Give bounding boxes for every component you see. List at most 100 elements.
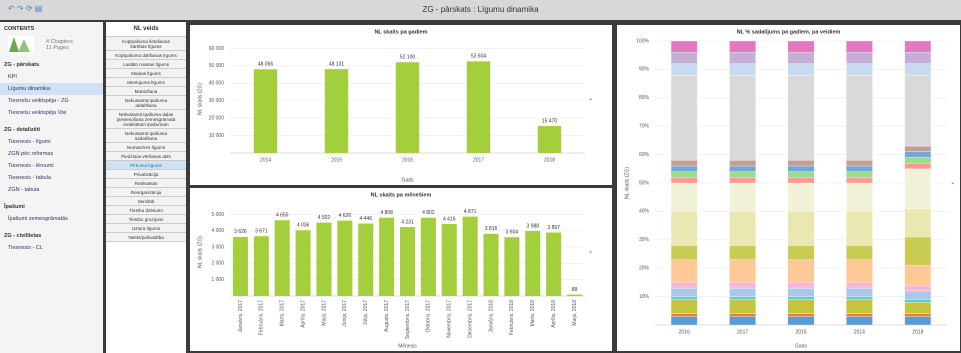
x-tick-label: Novembris, 2017 xyxy=(447,300,453,338)
bar-segment xyxy=(904,285,932,292)
filter-item[interactable]: Nomas/īres līgums xyxy=(106,143,186,152)
bar-segment xyxy=(670,316,698,326)
bar-segment xyxy=(670,245,698,260)
chart-years: NL skaits pa gadiem NL skaits (ZG) Gads ▸ 10… xyxy=(190,25,612,185)
filter-item[interactable]: Maiņas līgums xyxy=(106,69,186,78)
bar-segment xyxy=(670,74,698,161)
filter-list: NL veids Kopīpašuma lietošanas kārtības … xyxy=(106,22,186,353)
y-tick-label: 50 000 xyxy=(209,63,225,69)
bar-segment xyxy=(787,296,815,300)
nav-item[interactable]: ZGN pēc reformas xyxy=(8,151,54,157)
filter-item[interactable]: Servitūti xyxy=(106,197,186,206)
nav-item[interactable]: ZGN - tabula xyxy=(8,187,40,193)
bar-segment xyxy=(904,162,932,169)
bar xyxy=(316,222,332,296)
nav-item[interactable]: Līgumu dinamika xyxy=(0,83,103,95)
filter-item[interactable]: Piedziņas vēršanas akts xyxy=(106,152,186,161)
filter-item[interactable]: Reālnastas xyxy=(106,179,186,188)
value-label: 4 808 xyxy=(380,210,393,216)
bar-segment xyxy=(846,74,873,161)
x-tick-label: Jūnijs, 2017 xyxy=(342,300,348,327)
bar xyxy=(462,216,478,296)
bar-segment xyxy=(846,316,873,326)
value-label: 3 988 xyxy=(527,223,540,229)
bar-segment xyxy=(670,165,698,172)
bar-segment xyxy=(729,282,756,289)
bar-segment xyxy=(846,40,873,53)
bar xyxy=(466,61,491,153)
bar-segment xyxy=(846,52,873,64)
bar-segment xyxy=(846,287,873,297)
bar-segment xyxy=(846,282,873,289)
bar-segment xyxy=(904,313,932,317)
y-tick-label: 10 000 xyxy=(209,133,225,139)
chart-months: NL skaits pa mēnešiem NL skaits (ZG) Mēnes… xyxy=(190,188,612,351)
bar xyxy=(379,217,395,296)
bar-segment xyxy=(670,40,698,53)
filter-item[interactable]: Laulāto mantas līgums xyxy=(106,60,186,69)
y-tick-label: 5 000 xyxy=(211,212,224,218)
x-axis-title: Mēnesis xyxy=(398,343,417,349)
filter-item[interactable]: Privatizācija xyxy=(106,170,186,179)
filter-item[interactable]: Mantošana xyxy=(106,87,186,96)
filter-item[interactable]: Mantojuma līgums xyxy=(106,78,186,87)
bar-segment xyxy=(729,296,756,300)
value-label: 52 100 xyxy=(400,55,416,61)
bar xyxy=(546,232,562,296)
y-tick-label: 70% xyxy=(639,124,650,130)
value-label: 4 626 xyxy=(339,213,352,219)
filter-item[interactable]: Nekustamā īpašuma sadalīšana xyxy=(106,129,186,143)
bar-segment xyxy=(904,63,932,76)
bar xyxy=(253,236,269,296)
nav-item[interactable]: Tiesnesis - tabula xyxy=(8,175,51,181)
y-axis-title: NL skaits (ZG) xyxy=(624,167,630,199)
nav-item[interactable]: Tiesnešu veiktspēja - ZG xyxy=(8,98,69,104)
bar-segment xyxy=(670,282,698,289)
bar-segment xyxy=(787,287,815,297)
x-tick-label: Aprīlis, 2018 xyxy=(551,300,557,328)
x-tick-label: Oktobris, 2017 xyxy=(426,300,432,333)
nav-item[interactable]: Tiesnesis - līgumi xyxy=(8,139,51,145)
bar-segment xyxy=(729,52,756,64)
filter-item[interactable]: Kopīpašuma lietošanas kārtības līgums xyxy=(106,37,186,51)
filter-item[interactable]: Reorganizācija xyxy=(106,188,186,197)
y-tick-label: 100% xyxy=(636,38,649,44)
nav-item[interactable]: Tiesnesis - CL xyxy=(8,245,43,251)
bar xyxy=(337,220,353,296)
bar-segment xyxy=(729,313,756,317)
x-tick-label: Marts, 2018 xyxy=(530,300,536,327)
y-axis-title: NL skaits (ZG) xyxy=(197,236,203,268)
section-title: ZG - pārskats xyxy=(4,62,40,68)
filter-item[interactable]: Uztura līgums xyxy=(106,224,186,233)
chapters: 4 Chapters xyxy=(46,39,73,45)
bar-segment xyxy=(787,182,815,212)
bar-segment xyxy=(904,40,932,53)
filter-item[interactable]: Tiesību dzēsumi xyxy=(106,206,186,215)
y-tick-label: 20 000 xyxy=(209,115,225,121)
bar-segment xyxy=(670,63,698,76)
filter-item[interactable]: Kopīpašuma dalīšanas līgums xyxy=(106,51,186,60)
bar-segment xyxy=(787,313,815,317)
bar-segment xyxy=(787,211,815,246)
bar-segment xyxy=(670,171,698,178)
x-tick-label: Janvāris, 2018 xyxy=(488,300,494,333)
filter-title: NL veids xyxy=(106,22,186,37)
filter-item[interactable]: Valsts/pašvaldība xyxy=(106,233,186,242)
nav-item[interactable]: Tiesnesis - lēmumi xyxy=(8,163,54,169)
filter-item[interactable]: Pirkuma līgums xyxy=(106,161,186,170)
bar-segment xyxy=(846,160,873,167)
bar-segment xyxy=(670,211,698,246)
bar-segment xyxy=(670,313,698,317)
value-label: 52 604 xyxy=(471,54,487,60)
filter-item[interactable]: Tiesību grozījumi xyxy=(106,215,186,224)
filter-item[interactable]: Nekustamā īpašuma daļas pievienošana zem… xyxy=(106,110,186,129)
toolbar-icons[interactable]: ↶ ↷ ⟳ ▤ xyxy=(8,4,43,13)
nav-item[interactable]: Tiesnešu veiktspēja Visi xyxy=(8,110,67,116)
bar-segment xyxy=(904,151,932,158)
filter-item[interactable]: Nekustamā īpašuma atdalīšana xyxy=(106,96,186,110)
nav-item[interactable]: KPI xyxy=(8,74,17,80)
nav-item[interactable]: Īpašumi zemesgrāmatās xyxy=(8,216,68,222)
x-tick-label: Maijs, 2017 xyxy=(321,300,327,326)
x-tick-label: Februāris, 2017 xyxy=(259,300,265,335)
